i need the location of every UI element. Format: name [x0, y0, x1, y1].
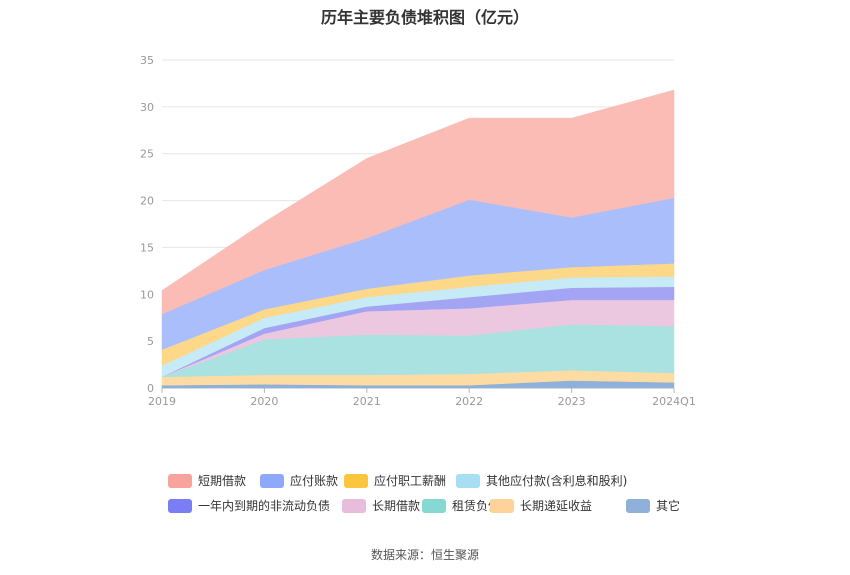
legend-label: 租赁负债: [452, 499, 501, 513]
x-tick-label: 2021: [353, 395, 381, 408]
legend-label: 短期借款: [198, 474, 247, 488]
legend-label: 其他应付款(含利息和股利): [486, 474, 628, 488]
x-tick-label: 2019: [148, 395, 176, 408]
area-8: [161, 89, 675, 315]
legend-swatch: [168, 473, 192, 488]
y-tick-label: 30: [140, 101, 154, 114]
legend-swatch: [168, 498, 192, 513]
legend-label: 一年内到期的非流动负债: [198, 499, 331, 513]
legend-swatch: [342, 498, 366, 513]
legend-item[interactable]: 一年内到期的非流动负债: [168, 497, 330, 514]
legend-label: 长期递延收益: [520, 499, 593, 513]
legend-item[interactable]: 应付账款: [260, 472, 338, 489]
legend-swatch: [490, 498, 514, 513]
legend-item[interactable]: 应付职工薪酬: [344, 472, 446, 489]
y-tick-label: 15: [140, 241, 154, 254]
legend-label: 长期借款: [372, 499, 421, 513]
legend-swatch: [260, 473, 284, 488]
legend-item[interactable]: 租赁负债: [422, 497, 500, 514]
legend-item[interactable]: 长期递延收益: [490, 497, 592, 514]
y-tick-label: 35: [140, 54, 154, 67]
y-tick-label: 10: [140, 288, 154, 301]
legend-swatch: [344, 473, 368, 488]
legend-swatch: [456, 473, 480, 488]
legend-label: 应付职工薪酬: [374, 474, 447, 488]
legend-item[interactable]: 其它: [626, 497, 680, 514]
legend-label: 其它: [656, 499, 681, 513]
legend-item[interactable]: 长期借款: [342, 497, 420, 514]
legend-swatch: [422, 498, 446, 513]
area-series: [161, 89, 675, 389]
y-tick-label: 25: [140, 148, 154, 161]
x-tick-label: 2024Q1: [652, 395, 696, 408]
legend-swatch: [626, 498, 650, 513]
y-tick-label: 5: [147, 335, 154, 348]
legend-label: 应付账款: [290, 474, 339, 488]
legend-item[interactable]: 短期借款: [168, 472, 246, 489]
axes: 0 5 10 15 20 25 30 35 2019 2020 2021 2022 2023 2024Q1: [140, 54, 696, 408]
y-tick-label: 20: [140, 195, 154, 208]
chart-title: 历年主要负债堆积图（亿元）: [320, 8, 529, 27]
x-tick-label: 2022: [455, 395, 483, 408]
legend-item[interactable]: 其他应付款(含利息和股利): [456, 472, 627, 489]
data-source: 数据来源：恒生聚源: [370, 548, 479, 562]
y-tick-label: 0: [147, 382, 154, 395]
x-tick-label: 2023: [558, 395, 586, 408]
x-tick-label: 2020: [250, 395, 278, 408]
stacked-area-chart: 0 5 10 15 20 25 30 35 2019 2020 2021 2022 2023 2024Q1: [140, 54, 696, 408]
